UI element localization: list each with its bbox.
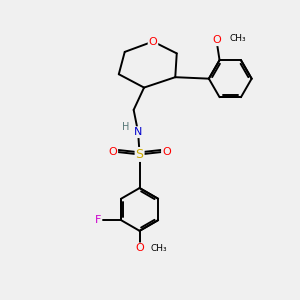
Text: N: N [134, 127, 142, 137]
Text: O: O [148, 37, 157, 46]
Text: O: O [135, 243, 144, 254]
Text: CH₃: CH₃ [230, 34, 247, 43]
Text: O: O [109, 147, 117, 157]
Text: O: O [212, 35, 221, 45]
Text: O: O [162, 147, 171, 157]
Text: F: F [95, 215, 101, 225]
Text: CH₃: CH₃ [151, 244, 167, 253]
Text: H: H [122, 122, 129, 132]
Text: S: S [136, 148, 144, 161]
